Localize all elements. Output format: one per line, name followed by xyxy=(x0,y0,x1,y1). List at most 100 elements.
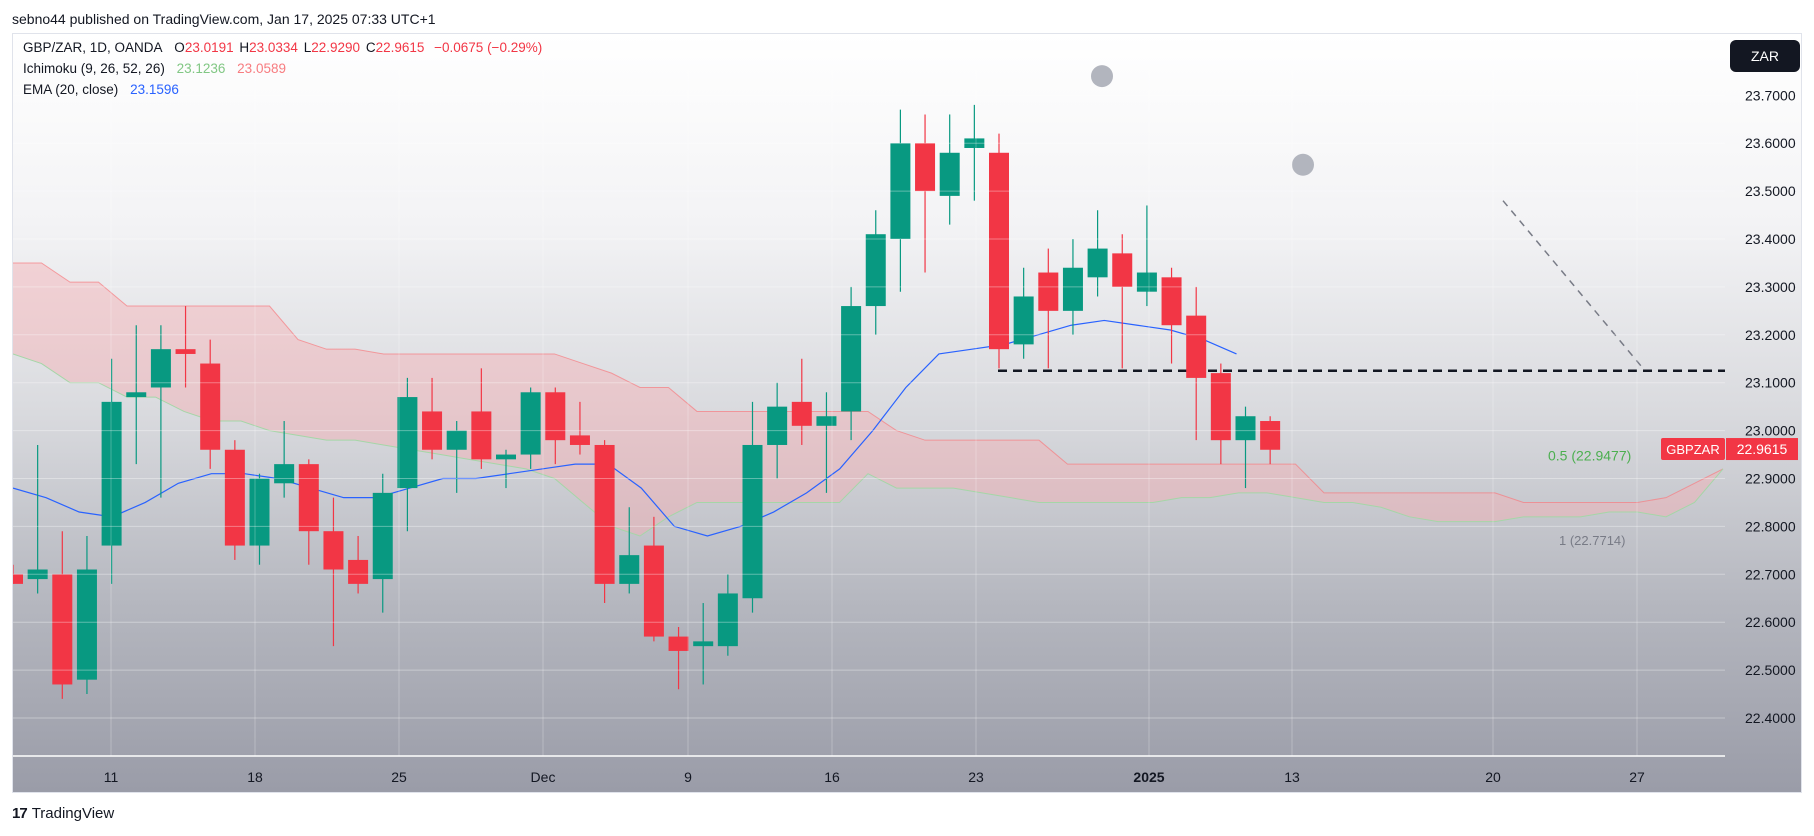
price-tick-label: 23.0000 xyxy=(1745,423,1796,439)
candle-up xyxy=(249,478,270,546)
last-price-tag-bg xyxy=(1726,438,1798,461)
price-tick-label: 22.5000 xyxy=(1745,662,1796,678)
trend-dashed-line xyxy=(1502,200,1644,369)
candle-down xyxy=(471,411,492,460)
price-tick-label: 23.4000 xyxy=(1745,231,1796,247)
candle-up xyxy=(717,593,738,647)
candle-up xyxy=(767,406,788,445)
candle-down xyxy=(52,574,73,685)
price-tick-label: 23.3000 xyxy=(1745,279,1796,295)
legend-high-label: H xyxy=(239,40,250,55)
candle-up xyxy=(496,454,516,460)
candle-down xyxy=(791,401,812,426)
candle-down xyxy=(348,559,369,584)
legend-ema-value: 23.1596 xyxy=(130,82,179,97)
price-tick-label: 22.6000 xyxy=(1745,614,1796,630)
fib-level-label: 0.5 (22.9477) xyxy=(1548,448,1631,464)
candle-down xyxy=(175,349,196,354)
currency-button[interactable]: ZAR xyxy=(1730,40,1800,72)
candle-down xyxy=(1260,421,1281,450)
candle-down xyxy=(1210,373,1231,441)
marker-circle xyxy=(1091,65,1113,88)
candle-down xyxy=(323,531,344,570)
legend-high-value: 23.0334 xyxy=(249,40,298,55)
candle-up xyxy=(372,492,393,580)
candle-down xyxy=(1186,315,1207,378)
candle-up xyxy=(816,416,837,426)
legend-open-label: O xyxy=(174,40,185,55)
candle-down xyxy=(298,464,319,532)
time-tick-label: 9 xyxy=(684,769,692,785)
price-tick-label: 22.9000 xyxy=(1745,471,1796,487)
time-tick-label: 16 xyxy=(824,769,840,785)
candle-down xyxy=(224,449,245,546)
candle-up xyxy=(150,349,171,388)
candle-up xyxy=(446,430,467,450)
candle-up xyxy=(126,392,147,398)
time-tick-label: 27 xyxy=(1629,769,1645,785)
candle-up xyxy=(101,401,122,546)
legend-ichimoku-value-2: 23.0589 xyxy=(237,61,286,76)
time-tick-label: Dec xyxy=(531,769,556,785)
candle-down xyxy=(1112,253,1133,287)
candle-down xyxy=(422,411,443,450)
chart-pane[interactable]: 22.4000 22.5000 22.6000 22.7000 22.8000 22.90… xyxy=(12,33,1802,793)
ichimoku-span-a xyxy=(13,262,1724,503)
ichimoku-cloud-area xyxy=(13,262,1723,536)
candle-up xyxy=(520,392,541,455)
legend-symbol-row: GBP/ZAR, 1D, OANDA O23.0191 H23.0334 L22… xyxy=(23,40,544,55)
candle-up xyxy=(274,464,295,484)
time-axis: 11 18 25 Dec 9 16 23 2025 13 20 27 xyxy=(13,34,1725,785)
price-tick-label: 22.4000 xyxy=(1745,710,1796,726)
price-tick-label: 23.6000 xyxy=(1745,135,1796,151)
candle-up xyxy=(742,444,763,599)
candle-down xyxy=(569,435,590,445)
fib-level-label: 1 (22.7714) xyxy=(1559,533,1626,548)
ichimoku-span-b xyxy=(13,353,1724,537)
candle-down xyxy=(643,545,664,637)
ichimoku-cloud xyxy=(13,262,1724,537)
candle-up xyxy=(76,569,97,680)
time-tick-label: 25 xyxy=(391,769,407,785)
price-tick-label: 22.8000 xyxy=(1745,518,1796,534)
candle-up xyxy=(890,143,911,239)
footer-brand-name: TradingView xyxy=(31,805,115,822)
price-tick-label: 23.7000 xyxy=(1745,87,1796,103)
candle-up xyxy=(1235,416,1256,441)
legend-ema-label: EMA (20, close) xyxy=(23,82,119,97)
candle-up xyxy=(1136,272,1157,292)
drawing-lines xyxy=(998,65,1725,372)
price-axis: 22.4000 22.5000 22.6000 22.7000 22.8000 22.90… xyxy=(13,87,1796,726)
time-tick-label: 2025 xyxy=(1133,769,1164,785)
time-tick-label: 20 xyxy=(1485,769,1501,785)
candle-down xyxy=(1161,277,1182,326)
time-tick-label: 11 xyxy=(104,769,119,785)
legend-symbol[interactable]: GBP/ZAR, 1D, OANDA xyxy=(23,40,163,55)
candle-up xyxy=(841,306,862,412)
footer-branding[interactable]: 17 TradingView xyxy=(12,805,114,822)
candle-up xyxy=(693,641,714,647)
chart-labels: 0.5 (22.9477) 1 (22.7714) GBPZAR 22.9615 xyxy=(1548,438,1798,548)
candle-down xyxy=(668,636,689,651)
price-tick-label: 23.5000 xyxy=(1745,183,1796,199)
candle-down xyxy=(594,444,615,584)
legend-ema-row[interactable]: EMA (20, close) 23.1596 xyxy=(23,82,181,97)
symbol-tag-bg xyxy=(1661,438,1725,461)
marker-circle xyxy=(1292,153,1314,176)
candle-down xyxy=(545,392,566,441)
last-price-tag-value: 22.9615 xyxy=(1737,441,1788,457)
legend-low-value: 22.9290 xyxy=(311,40,361,55)
price-tick-label: 23.1000 xyxy=(1745,375,1796,391)
legend-ichimoku-row[interactable]: Ichimoku (9, 26, 52, 26) 23.1236 23.0589 xyxy=(23,61,288,76)
candle-up xyxy=(1087,248,1108,278)
candle-up xyxy=(865,234,886,307)
candle-down xyxy=(915,143,936,192)
price-tick-label: 22.7000 xyxy=(1745,566,1796,582)
candlestick-chart[interactable]: 22.4000 22.5000 22.6000 22.7000 22.8000 22.90… xyxy=(13,34,1802,793)
candles xyxy=(13,104,1281,699)
legend-change: −0.0675 (−0.29%) xyxy=(434,40,543,55)
time-tick-label: 13 xyxy=(1284,769,1300,785)
candle-up xyxy=(1013,296,1034,345)
publish-caption: sebno44 published on TradingView.com, Ja… xyxy=(12,11,436,27)
candle-up xyxy=(397,397,418,489)
